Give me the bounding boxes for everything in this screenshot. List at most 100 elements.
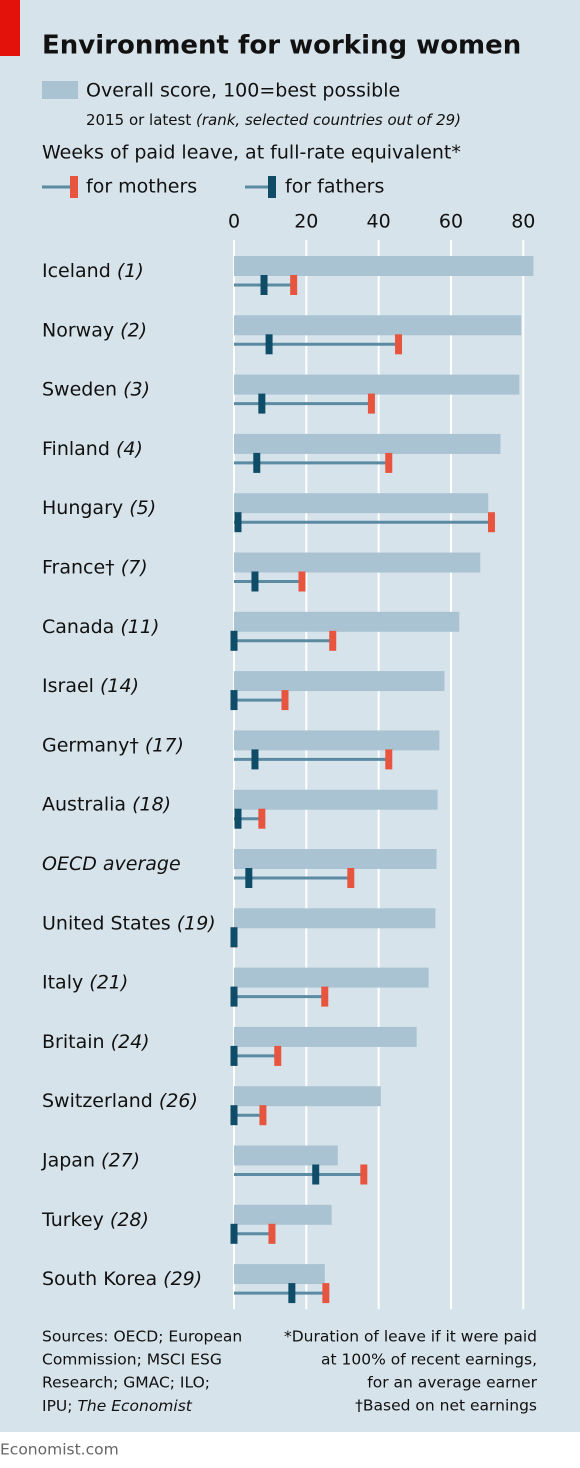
category-label: Australia (18) <box>42 793 171 815</box>
category-rank: (1) <box>117 260 144 282</box>
fathers-marker <box>245 868 253 888</box>
sources: Sources: OECD; European <box>42 1328 242 1346</box>
mothers-marker <box>329 630 337 651</box>
bar <box>234 433 501 454</box>
mothers-marker <box>385 452 393 473</box>
fathers-marker <box>234 512 242 533</box>
fathers-marker <box>288 1283 296 1304</box>
bar <box>234 1204 332 1225</box>
legend-label: for mothers <box>86 176 197 198</box>
bar <box>234 552 481 573</box>
bar <box>234 1086 381 1107</box>
category-label: Switzerland (26) <box>42 1090 198 1112</box>
sources: Commission; MSCI ESG <box>42 1351 222 1369</box>
category-label: Japan (27) <box>41 1149 140 1171</box>
category-rank: (19) <box>177 912 216 934</box>
fathers-marker <box>230 1105 238 1126</box>
category-rank: (7) <box>121 556 148 578</box>
sources: IPU; <box>42 1397 73 1415</box>
category-rank: (17) <box>145 734 184 756</box>
chart-title: Environment for working women <box>42 31 521 61</box>
footnote: *Duration of leave if it were paid <box>284 1328 537 1346</box>
mothers-marker <box>290 275 298 295</box>
mothers-marker <box>274 1045 282 1066</box>
category-rank: (2) <box>120 319 147 341</box>
bar <box>234 789 438 810</box>
leave-heading: Weeks of paid leave, at full-rate equiva… <box>42 142 461 164</box>
x-tick-label: 80 <box>511 211 535 233</box>
category-rank: (4) <box>116 437 143 459</box>
x-tick-label: 60 <box>439 211 463 233</box>
background <box>0 0 580 1432</box>
category-rank: (24) <box>111 1030 150 1052</box>
legend-label: for fathers <box>285 176 384 198</box>
category-label: Italy (21) <box>42 971 128 993</box>
footnote: †Based on net earnings <box>355 1397 537 1415</box>
sources: Research; GMAC; ILO; <box>42 1374 210 1392</box>
category-name: OECD average <box>42 853 181 875</box>
category-rank: (27) <box>101 1149 140 1171</box>
bar <box>234 256 534 276</box>
bar <box>234 1264 325 1285</box>
fathers-marker <box>251 749 259 770</box>
category-label: France† (7) <box>42 556 148 578</box>
fathers-marker <box>230 927 238 948</box>
bar <box>234 611 460 632</box>
category-label: Canada (11) <box>42 615 159 637</box>
category-rank: (3) <box>123 378 150 400</box>
bar <box>234 967 429 988</box>
category-label: Israel (14) <box>42 675 139 697</box>
category-rank: (18) <box>132 793 171 815</box>
category-rank: (11) <box>120 615 159 637</box>
fathers-marker <box>230 1045 238 1066</box>
bar <box>234 730 440 751</box>
mothers-marker <box>360 1164 368 1185</box>
category-label: South Korea (29) <box>42 1268 202 1290</box>
category-name: Japan <box>41 1149 95 1171</box>
credit: Economist.com <box>0 1441 119 1459</box>
category-name: Iceland <box>42 260 111 282</box>
category-name: Britain <box>42 1030 105 1052</box>
category-rank: (21) <box>89 971 128 993</box>
legend-note: 2015 or latest (rank, selected countries… <box>86 111 461 129</box>
bar <box>234 1026 417 1047</box>
category-rank: (26) <box>159 1090 198 1112</box>
category-label: Britain (24) <box>42 1030 150 1052</box>
mothers-marker <box>259 1105 267 1126</box>
fathers-marker <box>258 393 266 414</box>
mothers-marker <box>367 393 375 414</box>
x-tick-label: 20 <box>294 211 318 233</box>
fathers-marker <box>265 334 273 355</box>
mothers-marker <box>487 512 495 533</box>
legend-marker <box>70 176 78 198</box>
mothers-marker <box>298 571 306 592</box>
fathers-marker <box>230 690 238 711</box>
legend-note: 2015 or latest <box>86 111 191 129</box>
fathers-marker <box>260 275 268 295</box>
fathers-marker <box>230 1223 238 1244</box>
legend-note-italic: (rank, selected countries out of 29) <box>196 111 461 129</box>
fathers-marker <box>230 986 238 1007</box>
mothers-marker <box>322 1283 330 1304</box>
category-rank: (5) <box>129 497 156 519</box>
x-tick-label: 0 <box>228 211 240 233</box>
category-label: Finland (4) <box>42 437 143 459</box>
legend-swatch <box>42 81 78 99</box>
fathers-marker <box>230 630 238 651</box>
category-label: Germany† (17) <box>42 734 184 756</box>
plot: 0 20 40 60 80 Iceland (1) Norway (2) Sweden (3)… <box>41 211 535 1310</box>
mothers-marker <box>281 690 289 711</box>
mothers-marker <box>258 808 266 829</box>
bar <box>234 849 437 869</box>
category-label: OECD average <box>42 853 181 875</box>
category-name: South Korea <box>42 1268 157 1290</box>
bar <box>234 315 522 336</box>
category-rank: (28) <box>110 1208 149 1230</box>
category-name: Finland <box>42 437 110 459</box>
mothers-marker <box>395 334 403 355</box>
category-name: Canada <box>42 615 114 637</box>
category-name: Israel <box>42 675 94 697</box>
category-name: Germany† <box>42 734 139 756</box>
category-label: United States (19) <box>42 912 216 934</box>
